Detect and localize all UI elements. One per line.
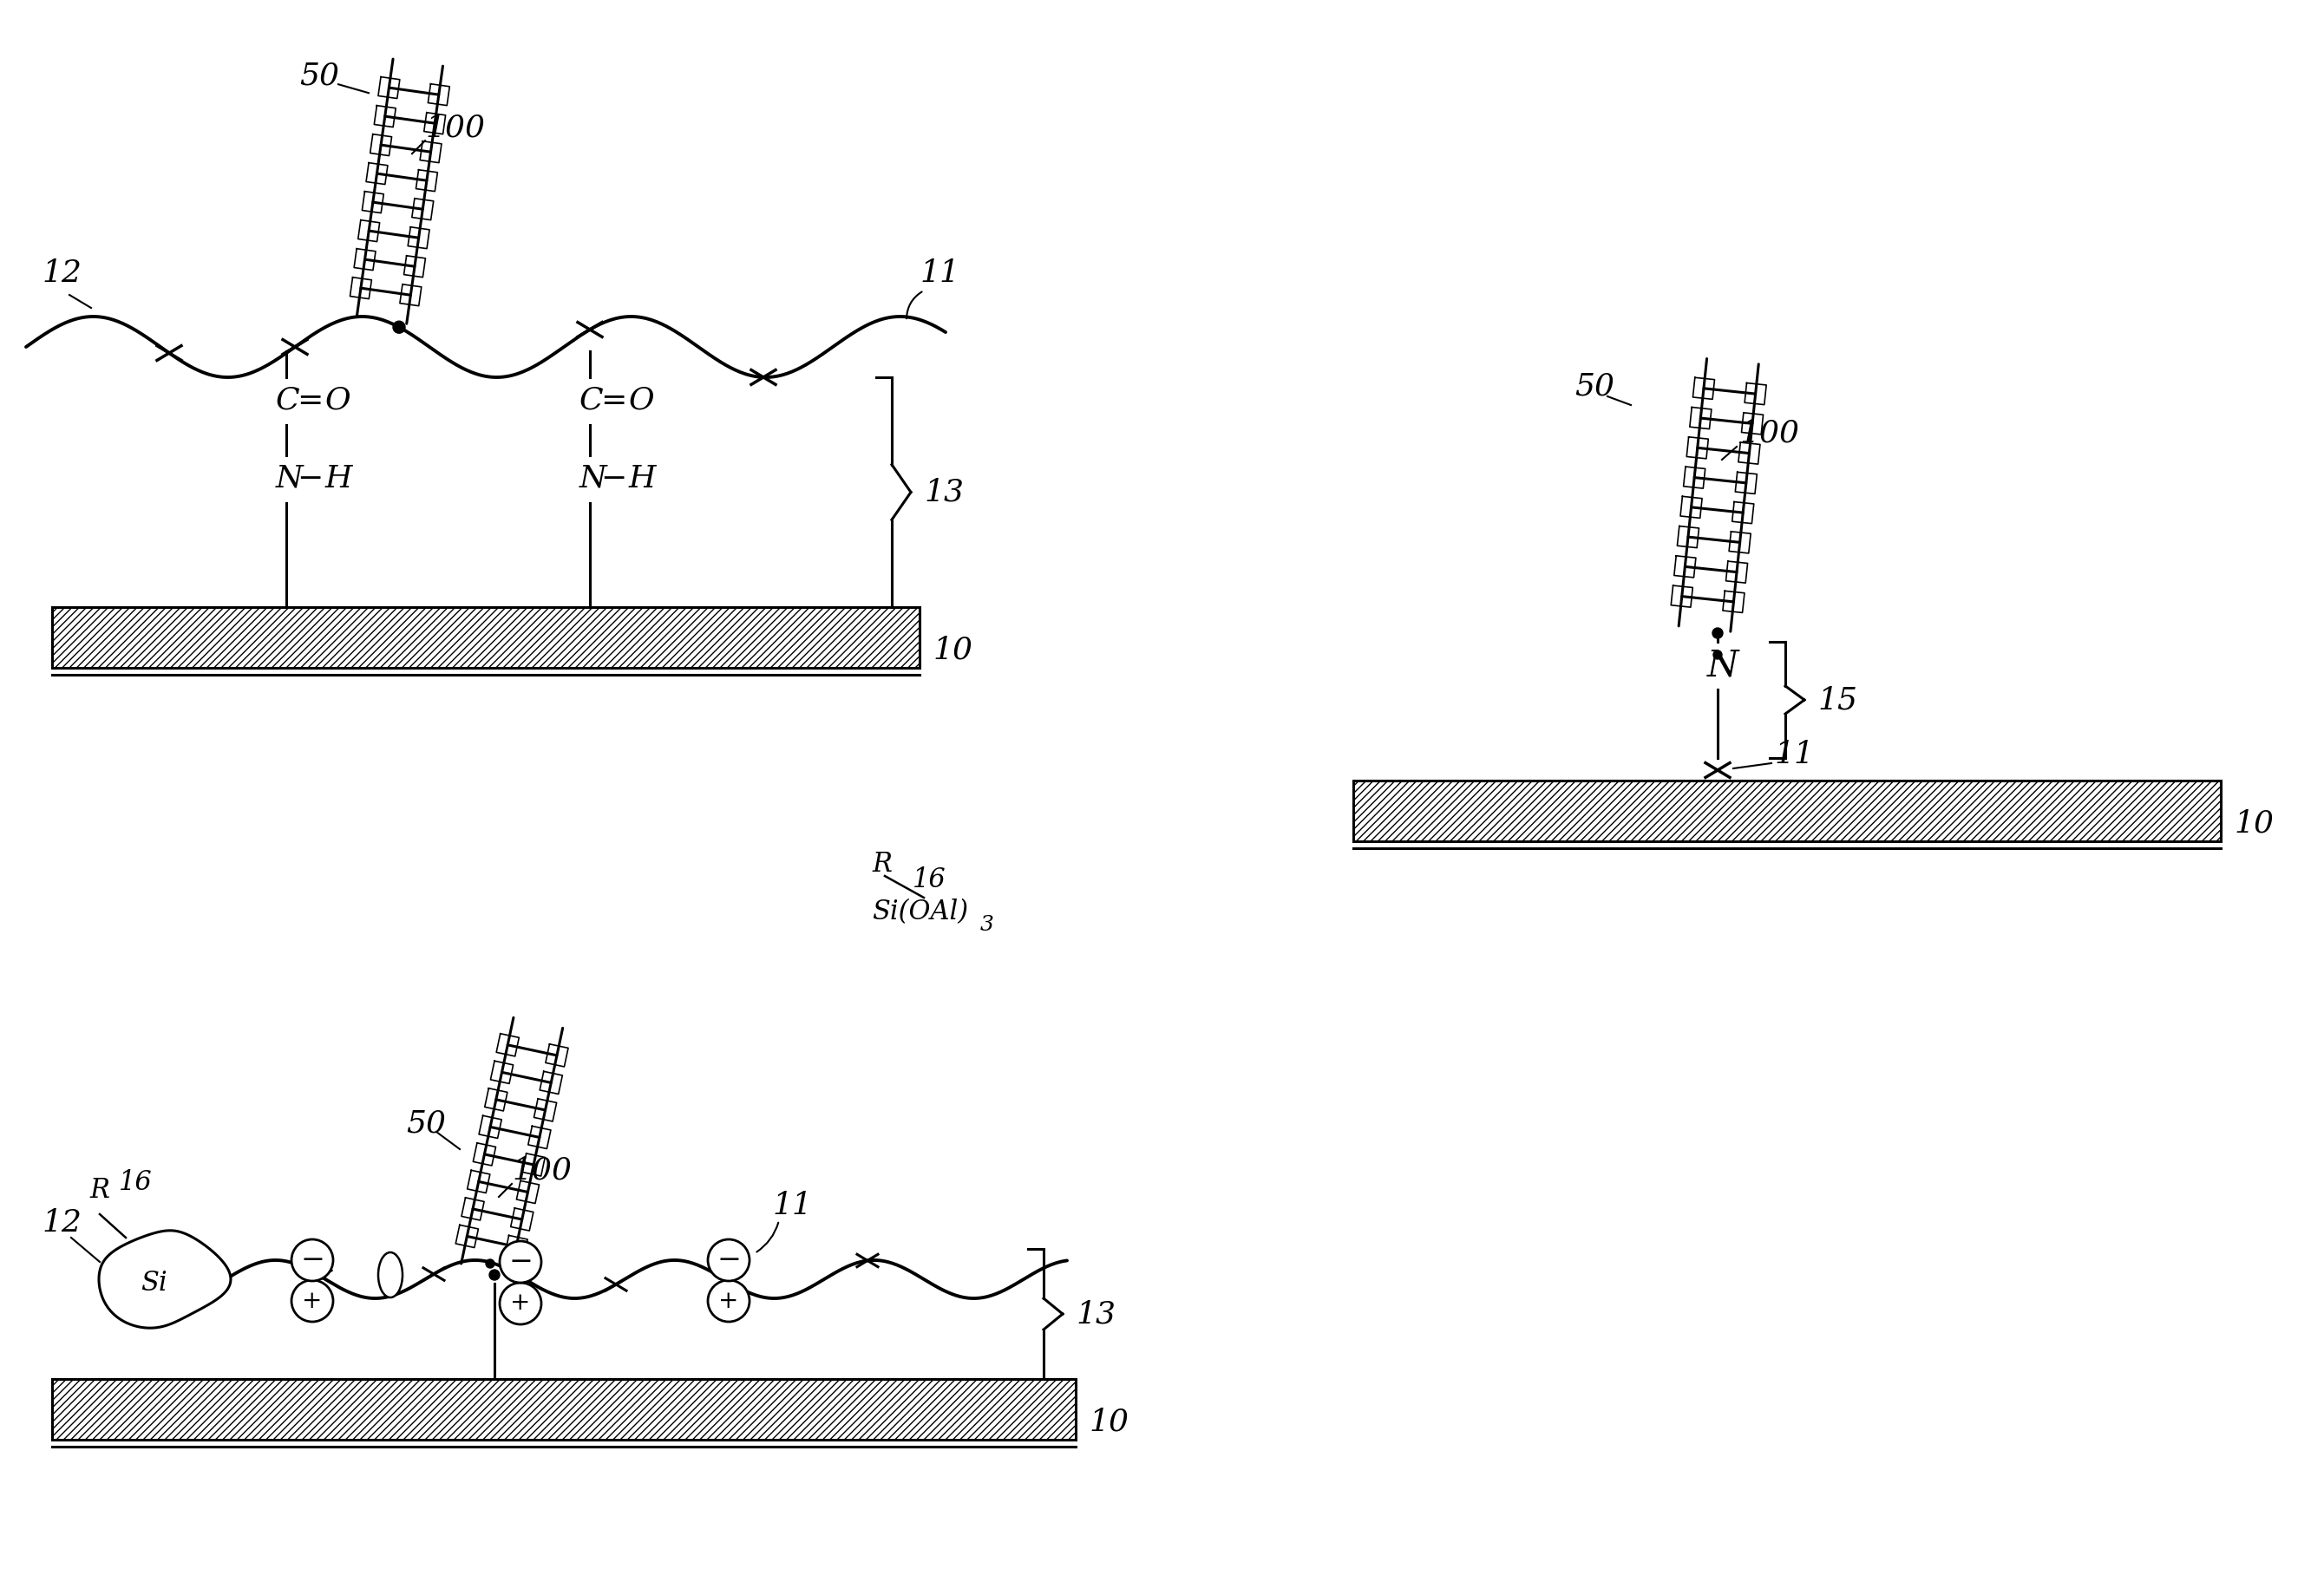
Text: 50: 50 [300,61,339,90]
Text: =: = [600,386,627,416]
Circle shape [709,1240,751,1280]
Text: −: − [300,1246,325,1274]
Text: −: − [297,465,323,493]
Text: 16: 16 [119,1169,153,1195]
Text: 13: 13 [1076,1299,1116,1329]
Text: 50: 50 [407,1109,446,1137]
Text: N: N [277,465,304,493]
Text: 12: 12 [42,258,81,288]
Text: 16: 16 [913,866,946,893]
Ellipse shape [379,1252,402,1298]
Text: 11: 11 [772,1191,811,1221]
Circle shape [709,1280,751,1321]
Text: 12: 12 [42,1208,81,1238]
Text: R: R [91,1177,109,1203]
Circle shape [486,1260,495,1268]
Text: +: + [302,1290,323,1312]
Text: +: + [511,1292,530,1315]
Text: H: H [325,465,353,493]
Bar [1353,781,2222,841]
Circle shape [1713,628,1722,638]
Text: 15: 15 [1817,685,1857,715]
Text: O: O [630,386,655,416]
Text: =: = [297,386,323,416]
Text: −: − [716,1246,741,1274]
Text: R: R [872,851,892,877]
Text: 11: 11 [1773,740,1815,769]
Text: O: O [325,386,351,416]
Text: 100: 100 [511,1156,572,1186]
Text: Si(OAl): Si(OAl) [872,898,969,926]
Bar [51,606,920,668]
Text: N: N [579,465,607,493]
Circle shape [1713,650,1722,660]
Text: −: − [600,465,627,493]
Text: Si: Si [139,1269,167,1298]
Text: 3: 3 [981,915,995,936]
Circle shape [290,1280,332,1321]
Text: 100: 100 [425,113,486,142]
Circle shape [393,321,404,334]
Text: 100: 100 [1738,419,1799,449]
Text: C: C [579,386,604,416]
Text: 10: 10 [932,636,971,665]
Bar [51,1380,1076,1440]
Text: +: + [718,1290,739,1312]
Text: 10: 10 [1088,1408,1129,1436]
Circle shape [490,1269,500,1280]
Text: 11: 11 [920,258,960,288]
Text: 13: 13 [925,477,964,507]
Text: 10: 10 [2233,810,2273,838]
Text: 50: 50 [1573,372,1615,400]
Text: −: − [509,1247,532,1276]
Circle shape [500,1282,541,1325]
Text: H: H [630,465,655,493]
Polygon shape [100,1230,230,1328]
Text: C: C [277,386,300,416]
Circle shape [290,1240,332,1280]
Text: N: N [1708,647,1738,684]
Circle shape [500,1241,541,1282]
